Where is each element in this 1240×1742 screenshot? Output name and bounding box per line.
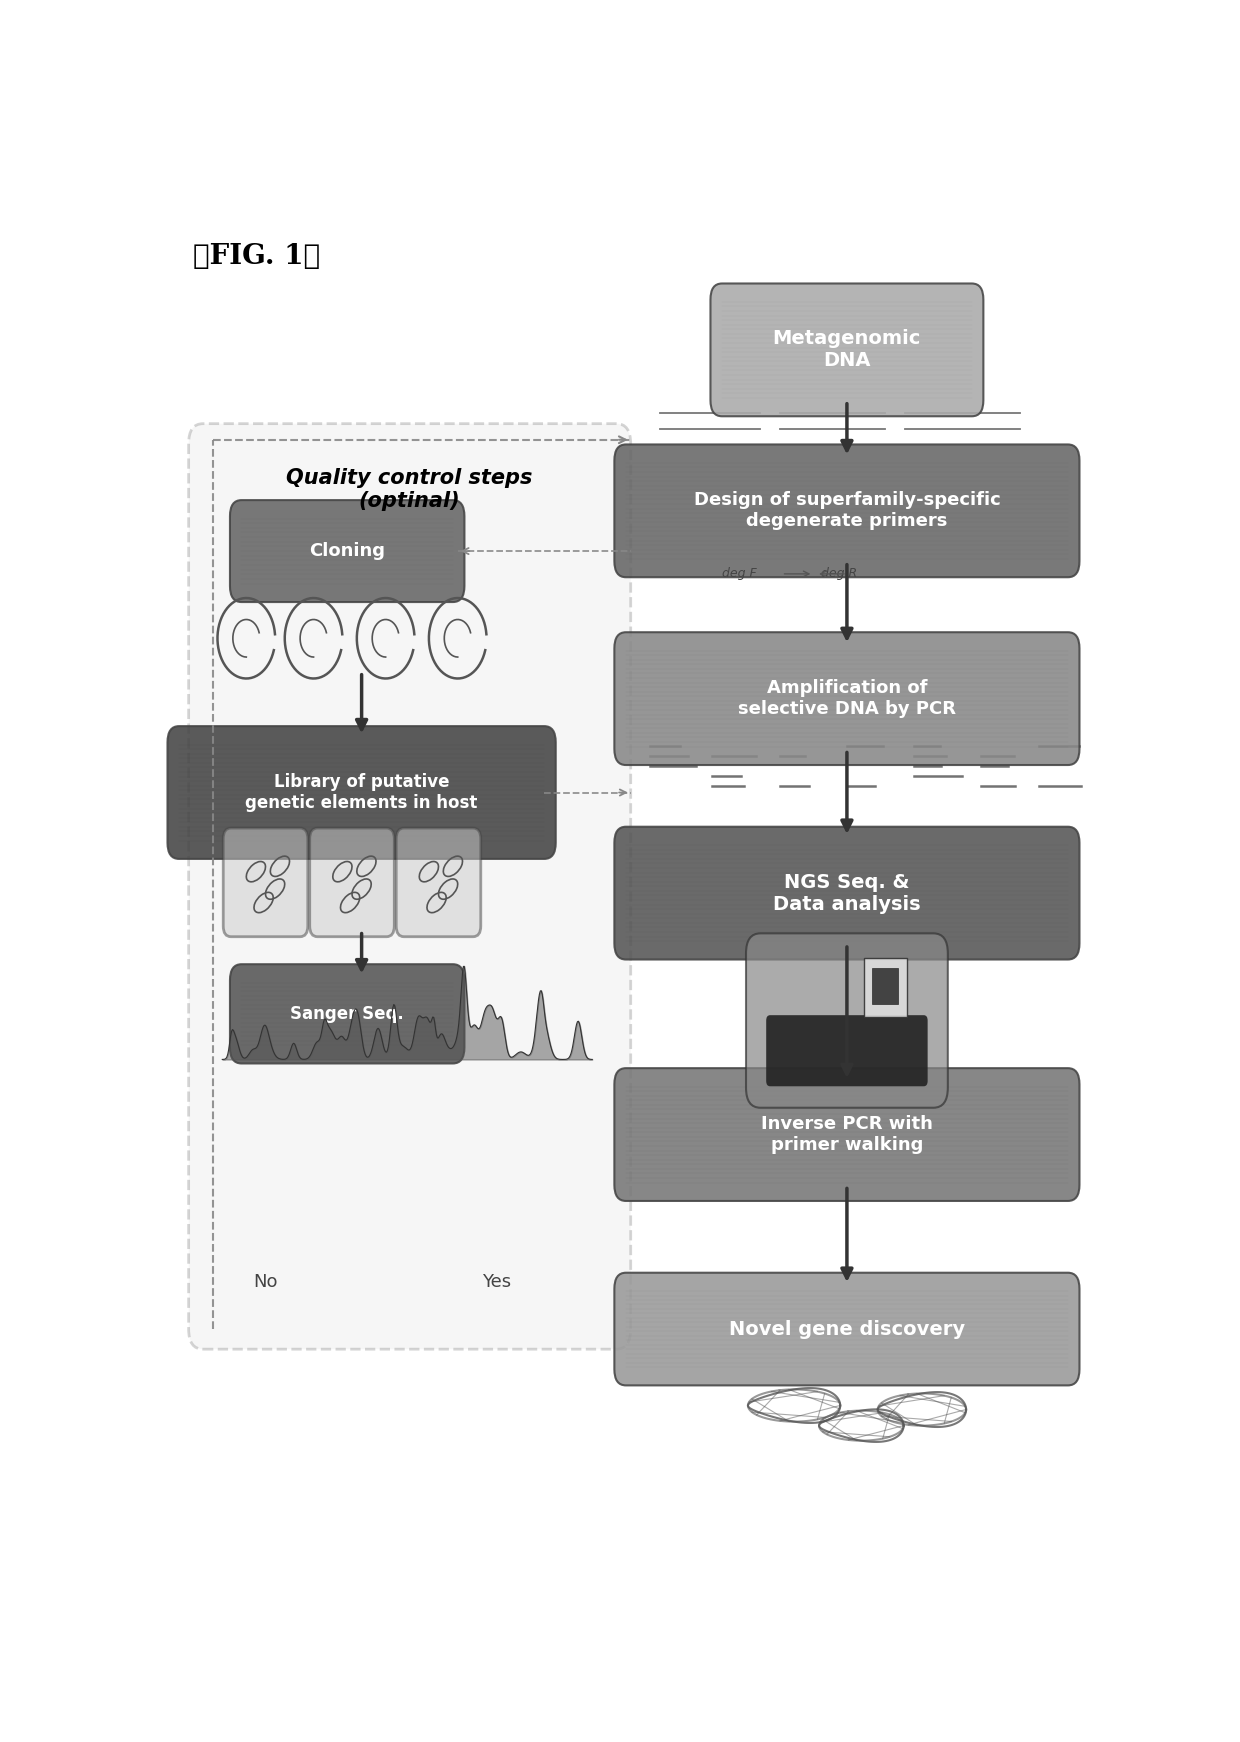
FancyBboxPatch shape bbox=[864, 958, 906, 1017]
Text: Yes: Yes bbox=[481, 1273, 511, 1291]
FancyBboxPatch shape bbox=[229, 500, 465, 603]
FancyBboxPatch shape bbox=[746, 934, 947, 1108]
Text: Design of superfamily-specific
degenerate primers: Design of superfamily-specific degenerat… bbox=[693, 491, 1001, 530]
FancyBboxPatch shape bbox=[711, 284, 983, 416]
FancyBboxPatch shape bbox=[614, 444, 1080, 577]
Text: Amplification of
selective DNA by PCR: Amplification of selective DNA by PCR bbox=[738, 679, 956, 718]
Text: deg R: deg R bbox=[821, 568, 857, 580]
Text: Cloning: Cloning bbox=[309, 542, 386, 561]
FancyBboxPatch shape bbox=[766, 1016, 928, 1087]
Text: NGS Seq. &
Data analysis: NGS Seq. & Data analysis bbox=[773, 873, 921, 913]
FancyBboxPatch shape bbox=[188, 423, 631, 1348]
Text: Library of putative
genetic elements in host: Library of putative genetic elements in … bbox=[246, 773, 477, 812]
Text: Sanger Seq.: Sanger Seq. bbox=[290, 1005, 404, 1023]
FancyBboxPatch shape bbox=[310, 827, 394, 937]
FancyBboxPatch shape bbox=[167, 726, 556, 859]
FancyBboxPatch shape bbox=[397, 827, 481, 937]
FancyBboxPatch shape bbox=[229, 965, 465, 1063]
FancyBboxPatch shape bbox=[614, 632, 1080, 765]
Text: Novel gene discovery: Novel gene discovery bbox=[729, 1319, 965, 1338]
FancyBboxPatch shape bbox=[614, 1068, 1080, 1200]
Text: 【FIG. 1】: 【FIG. 1】 bbox=[193, 242, 321, 270]
FancyBboxPatch shape bbox=[872, 969, 898, 1005]
Text: deg F: deg F bbox=[722, 568, 756, 580]
FancyBboxPatch shape bbox=[223, 827, 308, 937]
Text: Inverse PCR with
primer walking: Inverse PCR with primer walking bbox=[761, 1115, 932, 1153]
Text: No: No bbox=[253, 1273, 278, 1291]
FancyBboxPatch shape bbox=[614, 827, 1080, 960]
Text: Quality control steps
(optinal): Quality control steps (optinal) bbox=[286, 469, 533, 510]
Text: Metagenomic
DNA: Metagenomic DNA bbox=[773, 329, 921, 371]
FancyBboxPatch shape bbox=[614, 1273, 1080, 1385]
